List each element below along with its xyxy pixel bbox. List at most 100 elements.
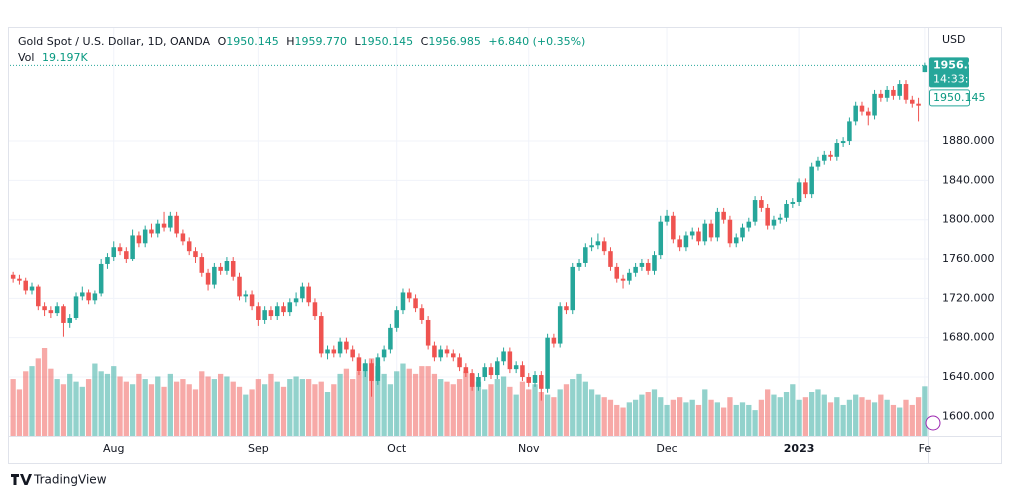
volume-bar [538,392,544,436]
candle-body [457,357,462,368]
volume-bar [733,404,739,436]
candle-body [539,375,544,389]
volume-bar [444,381,450,436]
candle-body [388,327,393,350]
candle-body [727,219,733,244]
candle-body [168,215,173,228]
candle-body [117,247,123,252]
volume-bar [343,368,350,436]
volume-bar [230,381,236,436]
volume-bar [54,379,60,436]
volume-bar [532,384,538,436]
candle-body [243,294,249,297]
volume-bar [67,373,73,436]
candle-body [721,211,726,220]
candle-body [551,337,557,344]
candle-body [287,302,293,313]
volume-bar [394,371,400,436]
volume-bar [777,397,783,436]
volume-bar [199,371,205,436]
candle-body [407,292,412,299]
candle-body [369,363,374,381]
candle-body [916,103,921,106]
volume-bar [255,379,262,436]
candle-body [658,221,664,256]
candle-body [683,235,689,248]
candle-body [777,217,783,220]
candle-body [746,221,752,228]
candle-body [702,223,708,242]
candle-body [23,280,28,291]
candle-body [715,211,720,238]
open-price-text: 1950.145 [933,91,986,104]
y-tick-label: 1680.000 [942,331,995,344]
y-tick-label: 1760.000 [942,252,995,265]
volume-bar [98,371,104,436]
candle-body [312,302,318,317]
volume-bar [645,392,651,436]
candle-body [463,367,469,374]
candle-body [10,274,16,279]
candle-body [708,223,714,238]
volume-bar [821,394,827,436]
candle-body [124,251,129,260]
legend-value: 1959.770 [295,35,348,48]
volume-bar [488,384,494,436]
volume-bar [815,389,821,436]
y-tick-label: 1800.000 [942,213,995,226]
candle-body [337,341,343,354]
legend-key: L [355,35,362,48]
candle-body [174,215,179,234]
candle-body [696,231,701,242]
volume-bar [142,379,148,436]
scroll-icon [925,415,941,431]
volume-bar [16,389,23,436]
volume-bar [853,394,859,436]
volume-bar [192,389,199,436]
volume-bar [249,389,255,436]
x-tick-label: Oct [387,442,407,455]
volume-bar [10,379,16,436]
candle-body [671,215,676,240]
candle-body [803,182,808,195]
volume-bar [500,376,507,436]
volume-bar [469,373,475,436]
volume-bar [224,376,230,436]
volume-bar [381,373,387,436]
volume-bar [306,379,312,436]
volume-bar [155,376,161,436]
volume-bar [607,399,614,436]
volume-bar [683,402,689,436]
candle-body [224,261,230,271]
candle-body [381,349,387,358]
volume-bar [29,366,35,436]
candle-body [212,266,217,285]
candle-body [576,262,582,267]
candle-body [759,200,764,208]
candle-body [199,257,205,273]
candle-body [589,245,594,248]
volume-bar [425,366,431,436]
volume-bar [324,392,331,436]
volume-bar [695,404,702,436]
volume-bar [922,386,928,436]
volume-bar [287,379,293,436]
candle-body [639,262,645,267]
legend-value: 19.197K [42,51,88,64]
volume-bar [727,397,733,436]
candle-body [891,89,896,96]
volume-bar [236,386,243,436]
countdown-text: 14:33:50 [933,72,982,85]
volume-bar [582,381,588,436]
candle-body [507,351,513,370]
candle-body [438,349,443,358]
candle-body [256,306,261,320]
volume-bar [92,363,98,436]
candle-body [847,121,852,142]
volume-bar [689,399,695,436]
candle-body [922,65,928,73]
y-tick-label: 1720.000 [942,291,995,304]
candle-body [866,111,871,116]
legend-value: 1950.145 [226,35,279,48]
volume-bar [897,407,903,436]
